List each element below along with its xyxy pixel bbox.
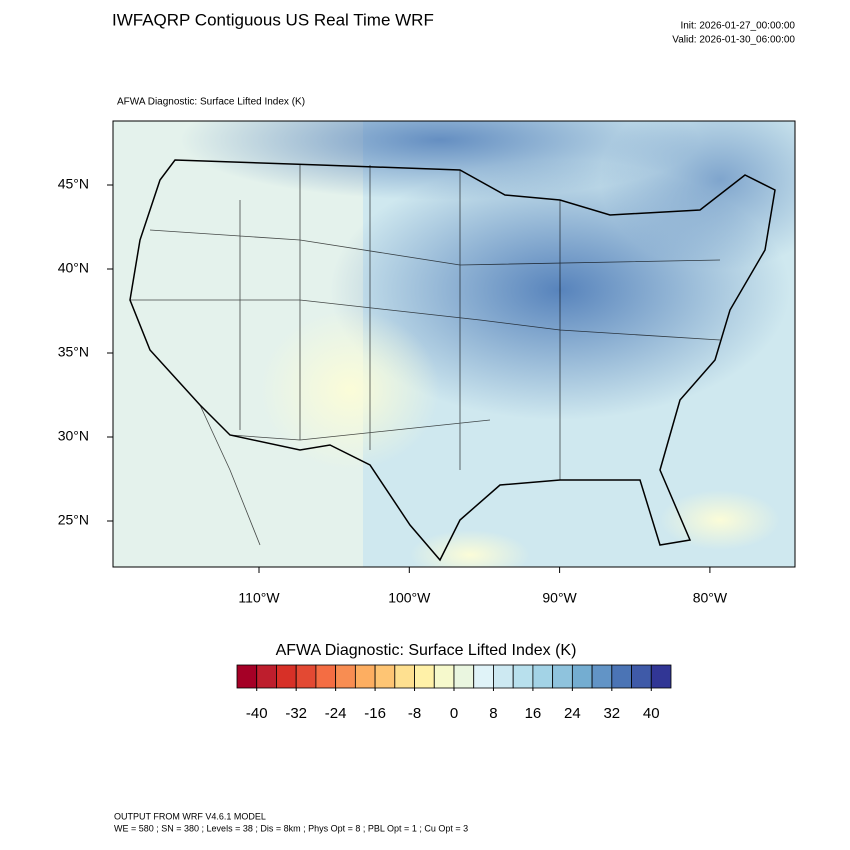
colorbar-box [433,664,455,689]
colorbar-label: 16 [525,705,542,722]
colorbar-box [256,664,277,689]
colorbar-box [611,664,632,689]
colorbar-box [453,664,475,689]
colorbar-box [571,664,593,689]
colorbar-label: -24 [325,705,347,722]
colorbar-box [374,664,396,689]
valid-time: Valid: 2026-01-30_06:00:00 [672,35,795,46]
colorbar-label: -16 [364,705,386,722]
colorbar-box [650,664,672,689]
title: IWFAQRP Contiguous US Real Time WRF [112,10,434,29]
colorbar-box [295,664,317,689]
lon-label: 100°W [388,590,431,606]
colorbar-box [473,664,494,689]
map-frame [112,120,796,568]
colorbar-label: -8 [408,705,421,722]
init-time: Init: 2026-01-27_00:00:00 [680,21,795,32]
colorbar-label: -40 [246,705,268,722]
colorbar-box [512,664,534,689]
colorbar-box [236,664,258,689]
colorbar-box [394,664,415,689]
colorbar-box [493,664,514,689]
colorbar-title: AFWA Diagnostic: Surface Lifted Index (K… [276,642,577,659]
colorbar-box [591,664,613,689]
colorbar-box [335,664,356,689]
lat-label: 25°N [58,512,89,528]
colorbar-box [354,664,376,689]
lat-label: 35°N [58,344,89,360]
colorbar-label: 40 [643,705,660,722]
map-field [113,121,795,567]
colorbar-box [315,664,337,689]
lat-label: 30°N [58,428,89,444]
colorbar-label: 8 [489,705,497,722]
colorbar-box [552,664,573,689]
lon-label: 110°W [238,590,280,606]
map-subtitle: AFWA Diagnostic: Surface Lifted Index (K… [117,97,305,108]
footer-line: OUTPUT FROM WRF V4.6.1 MODEL [114,811,266,821]
colorbar-label: 0 [450,705,458,722]
colorbar-box [631,664,652,689]
colorbar-box [276,664,297,689]
colorbar-label: 32 [603,705,620,722]
colorbar-box [532,664,554,689]
lon-label: 80°W [693,590,728,606]
lat-label: 45°N [58,176,89,192]
lon-label: 90°W [542,590,577,606]
lat-label: 40°N [58,260,89,276]
colorbar-box [414,664,435,689]
colorbar-label: 24 [564,705,581,722]
colorbar-label: -32 [285,705,307,722]
footer-line: WE = 580 ; SN = 380 ; Levels = 38 ; Dis … [114,823,468,833]
